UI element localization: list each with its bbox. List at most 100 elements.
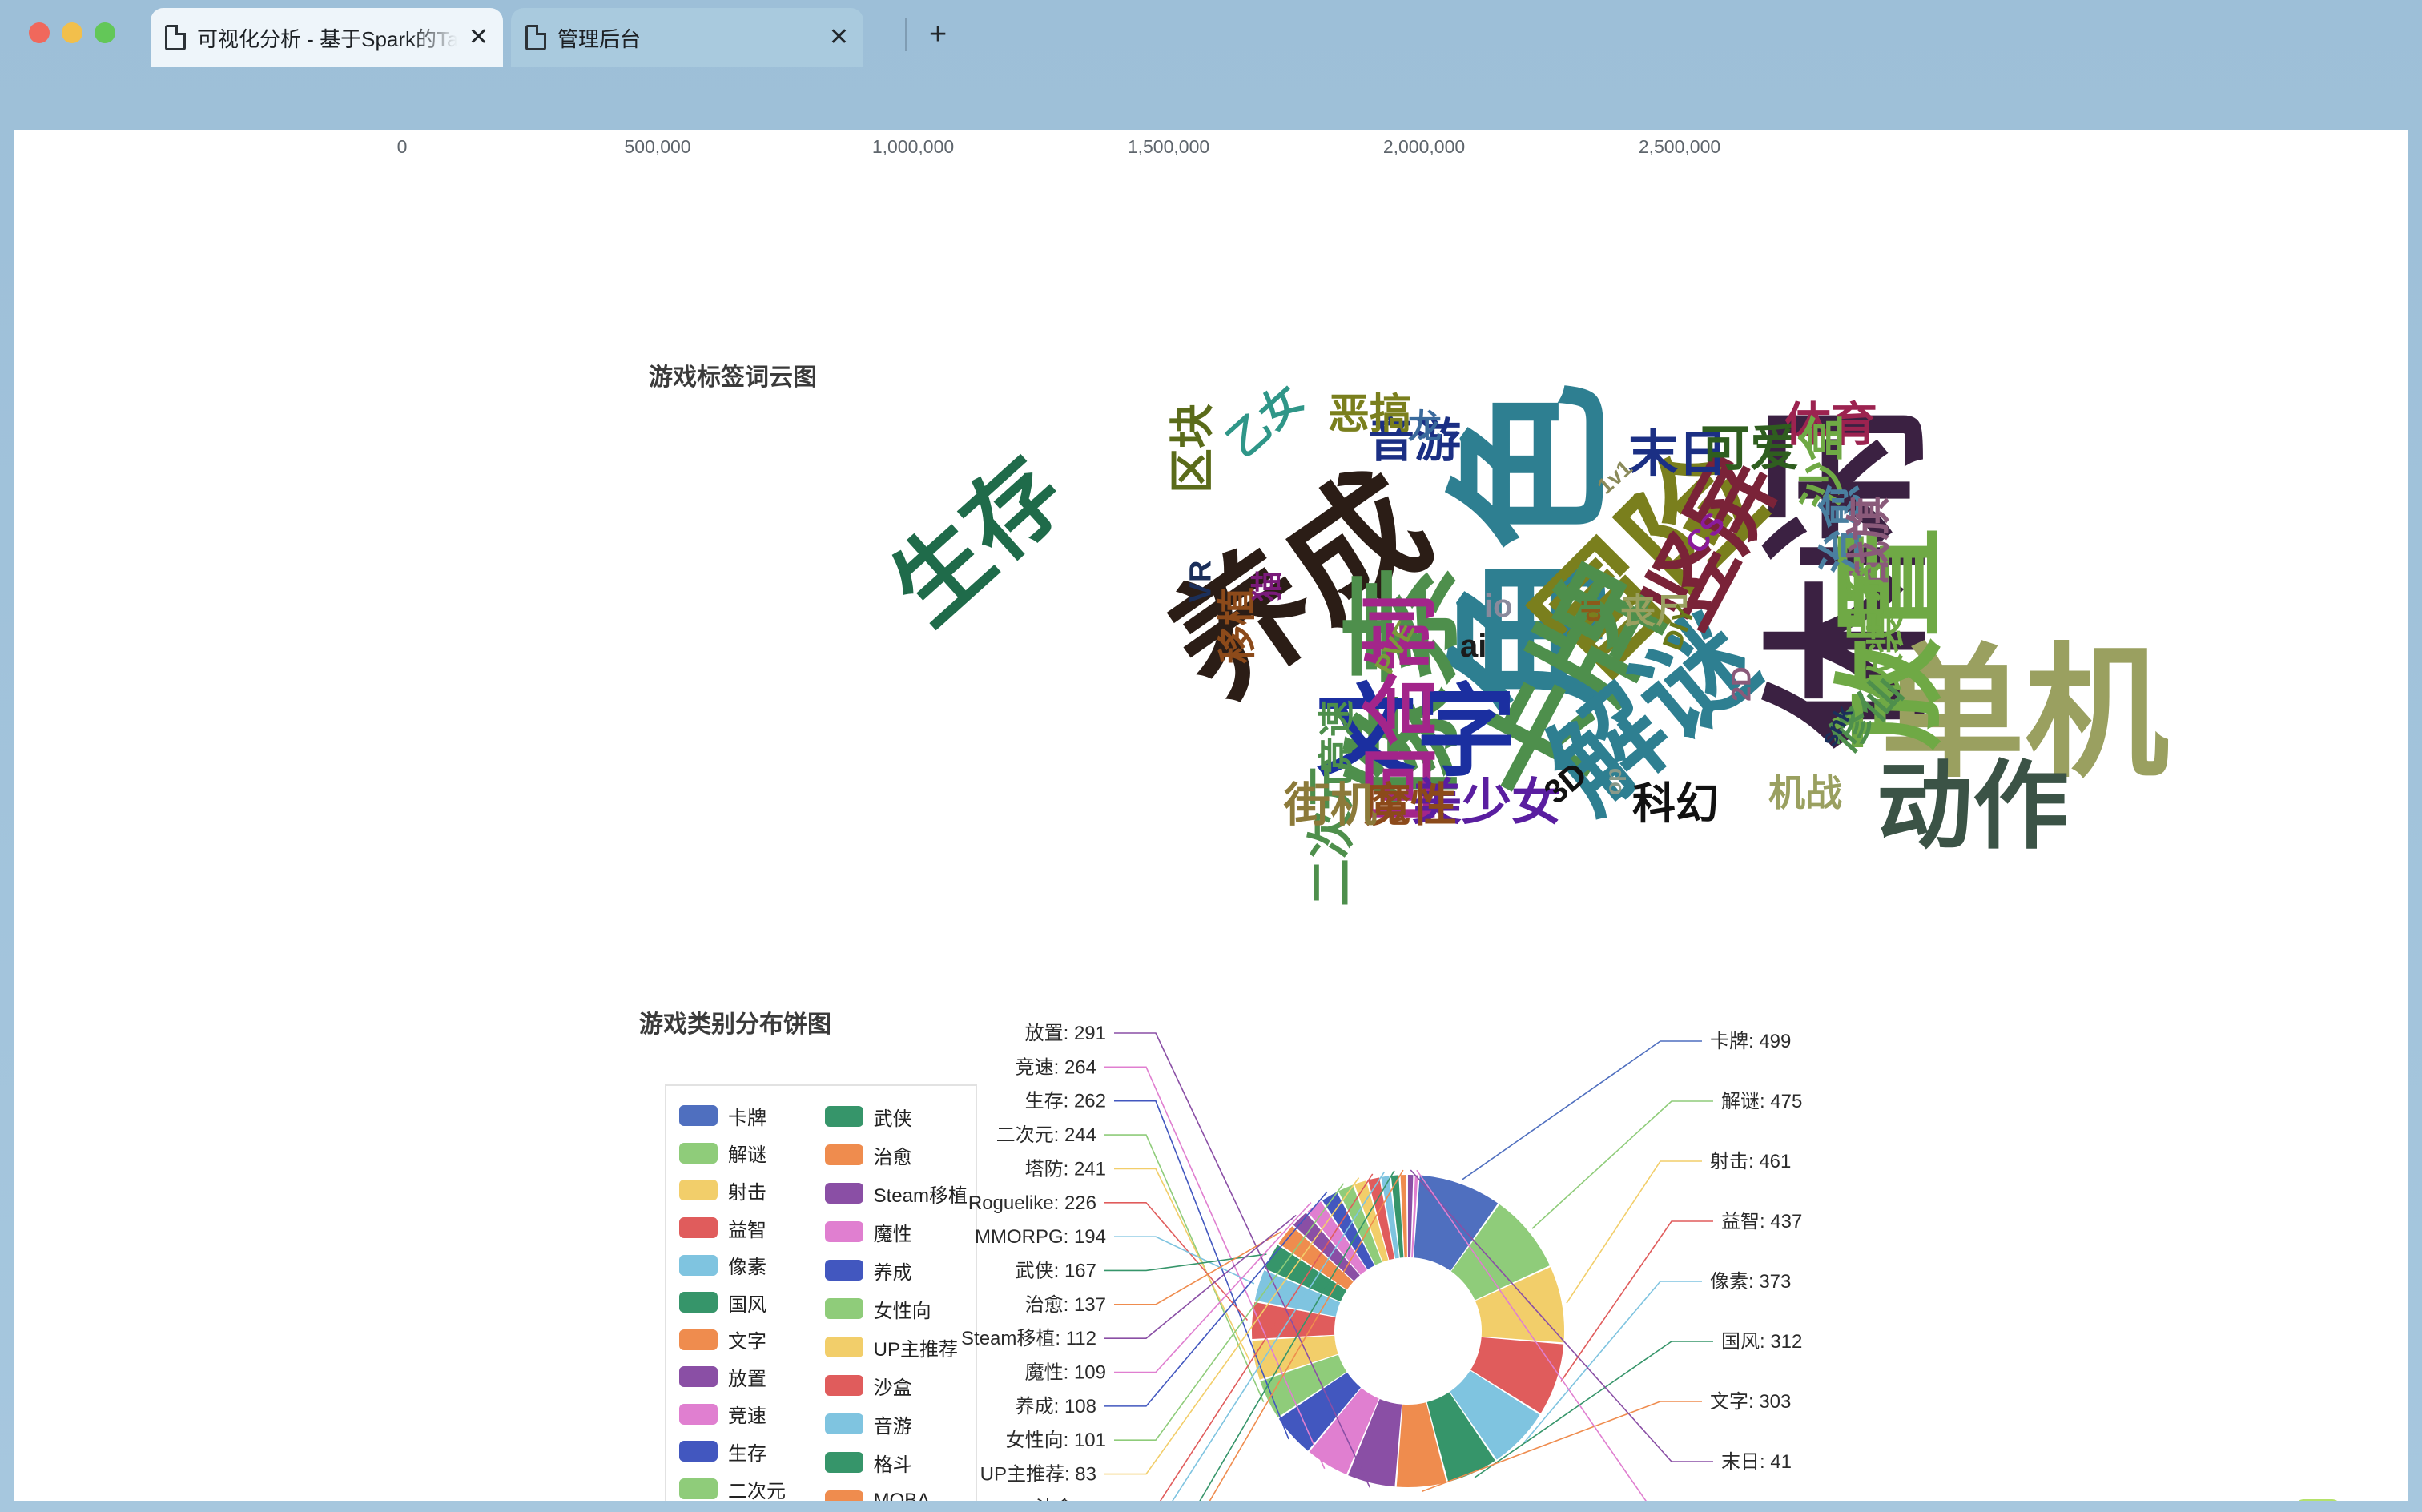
pie-label-leader-line [1114,1100,1289,1440]
wordcloud-word[interactable]: 单机 [1881,633,2170,794]
wordcloud-word[interactable]: 文字 [1316,677,1516,788]
wordcloud-word[interactable]: 动作 [1877,753,2069,860]
wordcloud-word[interactable]: 可爱 [1700,421,1800,477]
legend-item[interactable]: 解谜 [679,1135,825,1172]
pie-slice[interactable] [1278,1226,1354,1290]
legend-item-label: 魔性 [873,1223,912,1245]
legend-item[interactable]: 国风 [679,1284,825,1321]
pie-label-leader-line [1566,1160,1702,1304]
wordcloud-word[interactable]: 恶搞 [1328,392,1412,438]
legend-item[interactable]: 女性向 [824,1289,968,1328]
legend-item[interactable]: 卡牌 [679,1097,825,1135]
legend-item[interactable]: MOBA [824,1482,968,1501]
legend-item[interactable]: 生存 [679,1433,825,1470]
pie-slice[interactable] [1381,1176,1399,1259]
pie-slice[interactable] [1475,1267,1564,1343]
wordcloud-word[interactable]: 街机 [1284,779,1378,831]
legend-item[interactable]: 益智 [679,1209,825,1247]
legend-item[interactable]: 养成 [824,1251,968,1289]
close-tab-icon[interactable]: ✕ [468,24,489,50]
wordcloud-word[interactable]: ai [1460,629,1487,664]
pie-slice[interactable] [1354,1180,1389,1262]
wordcloud-word[interactable]: 音游 [1368,415,1462,467]
legend-item-label: 格斗 [873,1454,912,1476]
legend-item[interactable]: 二次元 [679,1470,825,1501]
pie-slice[interactable] [1260,1354,1347,1418]
pie-slice[interactable] [1390,1175,1404,1258]
pie-slice[interactable] [1407,1175,1414,1258]
pie-label-leader-line [1172,1171,1386,1501]
pie-slice[interactable] [1348,1398,1402,1487]
pie-slice[interactable] [1450,1204,1550,1301]
new-tab-button[interactable]: + [929,18,947,51]
legend-item[interactable]: 文字 [679,1321,825,1358]
wordcloud-word[interactable]: 乙女 [1218,376,1313,467]
legend-item[interactable]: 射击 [679,1172,825,1209]
pie-slice[interactable] [1426,1392,1495,1482]
wordcloud-word[interactable]: 末日 [1628,427,1728,482]
wordcloud-word[interactable]: 2D [1726,666,1757,702]
pie-slice-label: 益智: 437 [1721,1211,1802,1233]
wordcloud-word[interactable]: 体育 [1784,399,1878,451]
pie-label-leader-line [1560,1220,1713,1382]
legend-item[interactable]: 格斗 [824,1443,968,1482]
wordcloud-word[interactable]: 机战 [1768,772,1842,814]
legend-item[interactable]: 竞速 [679,1396,825,1434]
legend-color-swatch [679,1180,718,1201]
wordcloud-word[interactable]: 龙 [1408,408,1442,445]
pie-slice-label: 卡牌: 499 [1710,1031,1791,1052]
wordcloud-word[interactable]: 美少女 [1412,775,1562,830]
wordcloud-word[interactable]: 魔性 [1364,779,1458,831]
pie-slice-label: 二次元: 244 [996,1124,1096,1146]
tab-strip: 可视化分析 - 基于Spark的TapTa ✕ 管理后台 ✕ + [0,0,2422,67]
close-tab-icon[interactable]: ✕ [828,24,849,50]
minimize-window-button[interactable] [62,22,82,43]
pie-slice[interactable] [1252,1335,1338,1380]
pie-slice[interactable] [1470,1337,1564,1413]
pie-slice[interactable] [1252,1301,1336,1339]
legend-item-label: MOBA [873,1490,931,1501]
pie-slice[interactable] [1254,1270,1341,1317]
pie-slice[interactable] [1338,1184,1382,1265]
wordcloud-word[interactable]: 猫 [1250,570,1285,602]
pie-slice[interactable] [1396,1402,1446,1487]
legend-item[interactable]: 放置 [679,1358,825,1396]
wordcloud-word[interactable]: io [1484,589,1513,624]
wordcloud-word[interactable]: 生存 [872,438,1084,645]
pie-slice[interactable] [1413,1175,1499,1271]
wordcloud-word[interactable]: VR [1184,560,1218,603]
wordcloud-word[interactable]: di [1577,599,1607,623]
pie-slice[interactable] [1368,1177,1395,1261]
wordcloud-word[interactable]: op [1601,767,1627,796]
wordcloud-word[interactable]: 丧尸 [1620,592,1691,631]
tab-visualization-analysis[interactable]: 可视化分析 - 基于Spark的TapTa ✕ [151,8,503,67]
legend-item-label: 益智 [728,1219,766,1241]
pie-slice[interactable] [1400,1175,1407,1258]
pie-slice[interactable] [1411,1175,1418,1258]
legend-item[interactable]: 像素 [679,1246,825,1284]
legend-item[interactable]: 沙盒 [824,1366,968,1405]
pie-slice-label: 解谜: 475 [1721,1091,1802,1112]
legend-item[interactable]: 治愈 [824,1136,968,1174]
pie-label-leader-line [1199,1170,1395,1501]
tab-admin-backend[interactable]: 管理后台 ✕ [511,8,863,67]
wordcloud-word[interactable]: 科幻 [1632,780,1719,828]
tab-title: 管理后台 [557,26,642,51]
legend-item[interactable]: Steam移植 [824,1174,968,1212]
legend-item[interactable]: 武侠 [824,1097,968,1136]
legend-item[interactable]: 魔性 [824,1212,968,1251]
pie-slice[interactable] [1278,1372,1361,1451]
close-window-button[interactable] [29,22,50,43]
legend-color-swatch [824,1490,863,1501]
maximize-window-button[interactable] [95,22,115,43]
pie-slice[interactable] [1450,1370,1540,1460]
pie-chart-legend[interactable]: 卡牌解谜射击益智像素国风文字放置竞速生存二次元塔防RoguelikeMMORPG… [665,1084,977,1501]
legend-item[interactable]: UP主推荐 [824,1328,968,1366]
scroll-to-top-button[interactable] [2295,1499,2340,1501]
wordcloud-word[interactable]: 区块 [1167,404,1217,493]
game-tag-wordcloud[interactable]: 角色 休闲 单机 动作 养成 冒险 卡牌 像素 解谜 放置 生存 文字 回合制 竖屏 末日 可爱 音游 恶搞 乙女区… [851,376,2169,947]
wordcloud-word[interactable]: 竞速 [1316,700,1358,774]
game-category-pie-chart[interactable]: 卡牌: 499 解谜: 475 射击: 461 益智: 437 像素: 373 国风: 3… [960,1019,2065,1501]
axis-tick-label: 2,500,000 [1638,136,1721,157]
legend-item[interactable]: 音游 [824,1405,968,1443]
